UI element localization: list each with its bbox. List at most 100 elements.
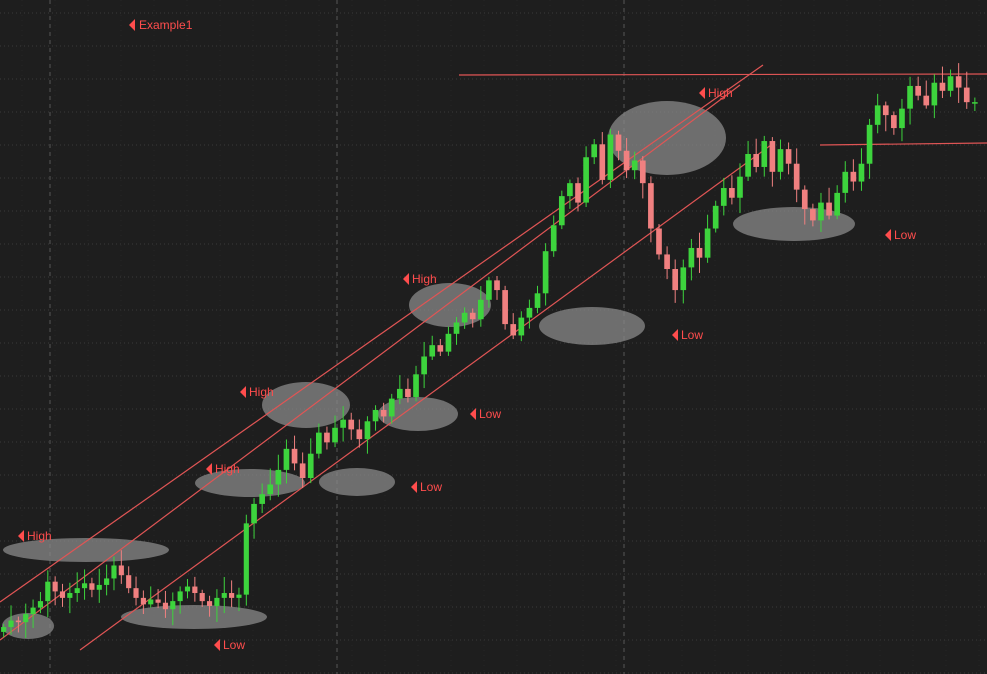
- candle-body: [866, 124, 873, 164]
- candle-body: [461, 312, 468, 323]
- candle-body: [421, 356, 427, 375]
- arrow-icon: [206, 463, 212, 475]
- candle-body: [818, 202, 824, 221]
- candle-body: [162, 602, 169, 610]
- candle-body: [111, 565, 117, 579]
- candle-body: [745, 154, 751, 177]
- candle-body: [583, 157, 589, 203]
- arrow-icon: [885, 229, 891, 241]
- candle-body: [923, 95, 930, 106]
- arrow-icon: [470, 408, 476, 420]
- swing-marker: [121, 605, 267, 629]
- candle-body: [221, 593, 227, 598]
- trendlines: [0, 64, 987, 651]
- swing-marker: [378, 397, 458, 431]
- candle-body: [437, 345, 444, 352]
- candle-body: [648, 183, 654, 229]
- candle-body: [388, 398, 395, 417]
- annotation-text: High: [412, 272, 437, 286]
- candle-body: [118, 565, 124, 576]
- annotation-low: Low: [214, 638, 245, 652]
- candle-body: [251, 503, 257, 524]
- swing-marker: [733, 207, 855, 241]
- annotation-high: High: [240, 385, 274, 399]
- candle-body: [494, 280, 500, 291]
- candle-body: [405, 388, 411, 397]
- annotation-text: High: [215, 462, 240, 476]
- candle-body: [639, 160, 646, 184]
- candle-body: [89, 583, 95, 590]
- candle-body: [243, 523, 249, 595]
- candle-body: [23, 614, 29, 623]
- candle-body: [874, 105, 881, 125]
- candle-body: [607, 134, 614, 180]
- candle-body: [283, 448, 290, 470]
- candle-body: [96, 584, 102, 590]
- candle-body: [680, 267, 687, 291]
- candle-body: [793, 163, 800, 190]
- annotation-text: Low: [223, 638, 245, 652]
- candle-body: [850, 171, 857, 182]
- candle-body: [429, 345, 436, 357]
- candle-body: [826, 202, 832, 216]
- candle-body: [155, 599, 161, 603]
- annotation-text: High: [27, 529, 52, 543]
- candle-body: [67, 593, 73, 598]
- swing-marker: [262, 382, 350, 428]
- candle-body: [291, 448, 298, 464]
- candle-body: [8, 620, 14, 628]
- candle-body: [696, 247, 703, 258]
- candles: [1, 63, 978, 639]
- candle-body: [307, 453, 314, 478]
- candle-body: [236, 594, 242, 598]
- annotation-text: Low: [894, 228, 916, 242]
- candle-body: [59, 591, 66, 598]
- candle-body: [356, 429, 363, 440]
- candle-body: [126, 575, 132, 589]
- candle-body: [591, 144, 598, 158]
- annotation-text: High: [708, 86, 733, 100]
- candle-body: [769, 141, 776, 172]
- trendline: [458, 73, 987, 76]
- candle-body: [510, 324, 517, 336]
- annotation-low: Low: [885, 228, 916, 242]
- candle-body: [15, 620, 21, 623]
- candle-body: [518, 317, 525, 336]
- candle-body: [214, 597, 220, 606]
- title-label: Example1: [129, 18, 193, 32]
- candle-body: [947, 76, 954, 91]
- candle-body: [575, 183, 581, 203]
- annotation-high: High: [18, 529, 52, 543]
- arrow-icon: [129, 19, 135, 31]
- candle-body: [445, 333, 452, 352]
- annotation-high: High: [403, 272, 437, 286]
- candle-body: [206, 601, 213, 606]
- trendline: [819, 142, 987, 146]
- candle-body: [615, 134, 622, 151]
- candle-body: [396, 388, 403, 399]
- annotation-text: High: [249, 385, 274, 399]
- candle-body: [486, 280, 492, 300]
- swing-markers: [2, 101, 855, 639]
- candle-body: [45, 581, 51, 602]
- candle-body: [672, 269, 679, 291]
- candle-body: [140, 597, 146, 605]
- candle-body: [939, 82, 946, 91]
- candle-body: [30, 607, 36, 615]
- candle-body: [963, 87, 970, 103]
- arrow-icon: [672, 329, 678, 341]
- candle-body: [453, 322, 460, 334]
- candle-body: [316, 432, 322, 454]
- candle-body: [899, 108, 905, 129]
- candle-body: [380, 409, 387, 417]
- candle-body: [192, 586, 198, 594]
- candle-body: [567, 183, 573, 197]
- candle-body: [81, 583, 88, 589]
- candle-body: [177, 591, 183, 602]
- candle-body: [842, 171, 849, 193]
- candle-body: [891, 115, 897, 129]
- candle-body: [761, 141, 768, 167]
- arrow-icon: [403, 273, 409, 285]
- annotation-text: Low: [479, 407, 501, 421]
